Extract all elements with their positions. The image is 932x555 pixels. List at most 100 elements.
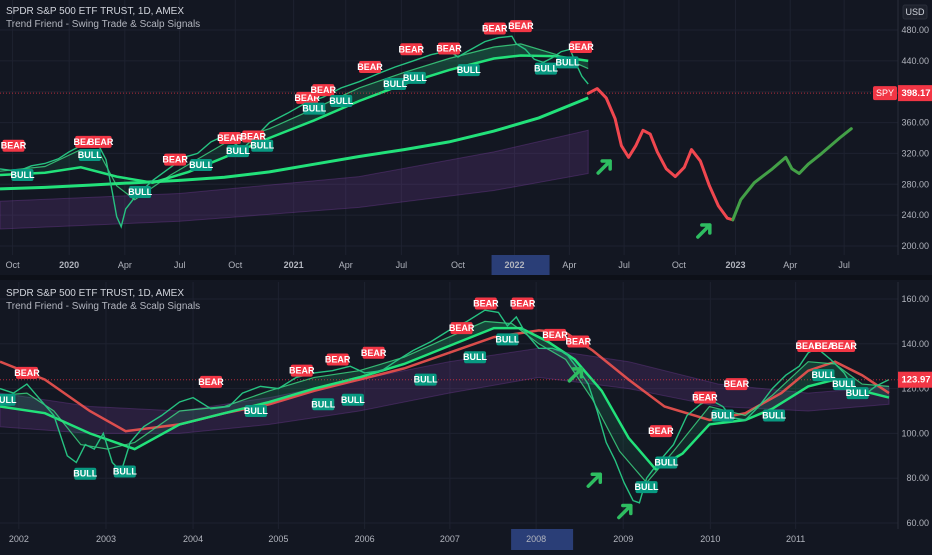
y-tick-label: 160.00	[901, 294, 929, 304]
badge-text: BEAR	[510, 298, 536, 308]
bear-signal-badge: BEAR	[566, 335, 592, 348]
badge-bg	[15, 366, 38, 379]
bear-signal-badge: BEAR	[198, 375, 224, 388]
bear-signal-badge: BEAR	[542, 328, 568, 341]
badge-text: BULL	[556, 57, 580, 67]
x-tick-label: 2005	[268, 534, 288, 544]
x-tick-label: Jul	[396, 260, 408, 270]
badge-text: BEAR	[568, 42, 594, 52]
badge-text: BEAR	[449, 323, 475, 333]
badge-bg	[129, 186, 152, 198]
badge-bg	[74, 467, 97, 480]
badge-bg	[509, 20, 532, 33]
x-tick-label: 2020	[59, 260, 79, 270]
y-tick-label: 80.00	[906, 473, 929, 483]
badge-text: BULL	[762, 410, 786, 420]
y-tick-label: 100.00	[901, 428, 929, 438]
badge-bg	[303, 102, 326, 115]
x-tick-label: 2010	[700, 534, 720, 544]
badge-text: BULL	[311, 399, 335, 409]
badge-bg	[358, 61, 381, 74]
x-tick-label: Oct	[6, 260, 21, 270]
bottom-chart-pane[interactable]: BEARBULLBULLBULLBEARBULLBEARBEARBEARBULL…	[0, 282, 932, 551]
bear-signal-badge: BEAR	[162, 153, 188, 166]
badge-text: BEAR	[436, 44, 462, 54]
badge-text: BEAR	[14, 368, 40, 378]
badge-bg	[113, 465, 136, 478]
badge-bg	[570, 40, 593, 53]
bear-signal-badge: BEAR	[831, 340, 857, 353]
x-tick-label: Apr	[339, 260, 353, 270]
time-axis	[0, 255, 932, 275]
x-tick-label: Oct	[672, 260, 687, 270]
badge-text: BEAR	[311, 85, 337, 95]
badge-bg	[0, 393, 16, 406]
bull-signal-badge: BULL	[414, 373, 438, 386]
currency-box	[902, 4, 928, 20]
bear-signal-badge: BEAR	[724, 378, 750, 391]
badge-bg	[511, 297, 534, 310]
price-tag-text: 123.97	[901, 375, 930, 386]
badge-bg	[438, 42, 460, 55]
x-tick-label: 2006	[355, 534, 375, 544]
bull-signal-badge: BULL	[78, 148, 102, 161]
bull-signal-badge: BULL	[0, 393, 17, 406]
symbol-tag	[873, 86, 897, 101]
time-axis-highlight	[491, 255, 550, 275]
bull-signal-badge: BULL	[711, 409, 735, 422]
badge-text: BEAR	[217, 133, 243, 143]
bull-signal-badge: BULL	[846, 387, 870, 400]
badge-text: BEAR	[357, 62, 383, 72]
time-axis-highlight	[511, 529, 574, 551]
badge-text: BEAR	[162, 155, 188, 165]
price-tag	[898, 85, 932, 102]
badge-bg	[384, 78, 407, 90]
badge-text: BULL	[711, 410, 735, 420]
badge-text: BULL	[654, 458, 678, 468]
chart-title: SPDR S&P 500 ETF TRUST, 1D, AMEX	[6, 288, 184, 299]
bear-signal-badge: BEAR	[692, 391, 718, 404]
badge-bg	[330, 94, 353, 107]
arrow-stroke	[596, 159, 612, 175]
x-tick-label: 2003	[96, 534, 116, 544]
badge-text: BEAR	[325, 354, 351, 364]
badge-text: BULL	[414, 375, 438, 385]
bear-signal-badge: BEAR	[449, 322, 475, 335]
trend-fill	[0, 43, 589, 200]
bull-signal-badge: BULL	[463, 351, 488, 364]
badge-bg	[457, 64, 480, 77]
badge-bg	[797, 340, 820, 353]
badge-bg	[242, 130, 265, 143]
signal-arrow-icon	[596, 159, 612, 175]
x-tick-label: 2004	[183, 534, 203, 544]
badge-text: BEAR	[566, 337, 592, 347]
chart-subtitle: Trend Friend - Swing Trade & Scalp Signa…	[6, 301, 200, 312]
x-tick-label: 2022	[505, 260, 525, 270]
x-tick-label: Jul	[618, 260, 630, 270]
badge-bg	[556, 56, 579, 69]
bear-signal-badge: BEAR	[217, 132, 243, 144]
bear-signal-badge: BEAR	[482, 22, 508, 35]
badge-text: BEAR	[198, 377, 224, 387]
badge-bg	[483, 22, 506, 35]
badge-bg	[655, 456, 678, 469]
badge-bg	[725, 378, 748, 391]
bull-signal-badge: BULL	[302, 102, 327, 115]
bear-signal-badge: BEAR	[240, 130, 266, 143]
badge-text: BEAR	[795, 341, 821, 351]
badge-bg	[200, 375, 223, 388]
bull-signal-badge: BULL	[654, 456, 679, 469]
top-chart-pane[interactable]: BEARBULLBEARBEARBULLBULLBEARBULLBEARBEAR…	[0, 0, 932, 275]
price-line	[0, 35, 589, 229]
badge-bg	[812, 369, 835, 382]
badge-text: BULL	[78, 150, 102, 160]
bull-signal-badge: BULL	[226, 145, 250, 158]
bear-signal-badge: BEAR	[311, 84, 337, 97]
badge-text: BEAR	[1, 141, 27, 151]
bull-signal-badge: BULL	[113, 465, 137, 478]
signal-arrow-icon	[586, 472, 603, 488]
x-tick-label: Apr	[118, 260, 132, 270]
badge-bg	[496, 333, 519, 346]
